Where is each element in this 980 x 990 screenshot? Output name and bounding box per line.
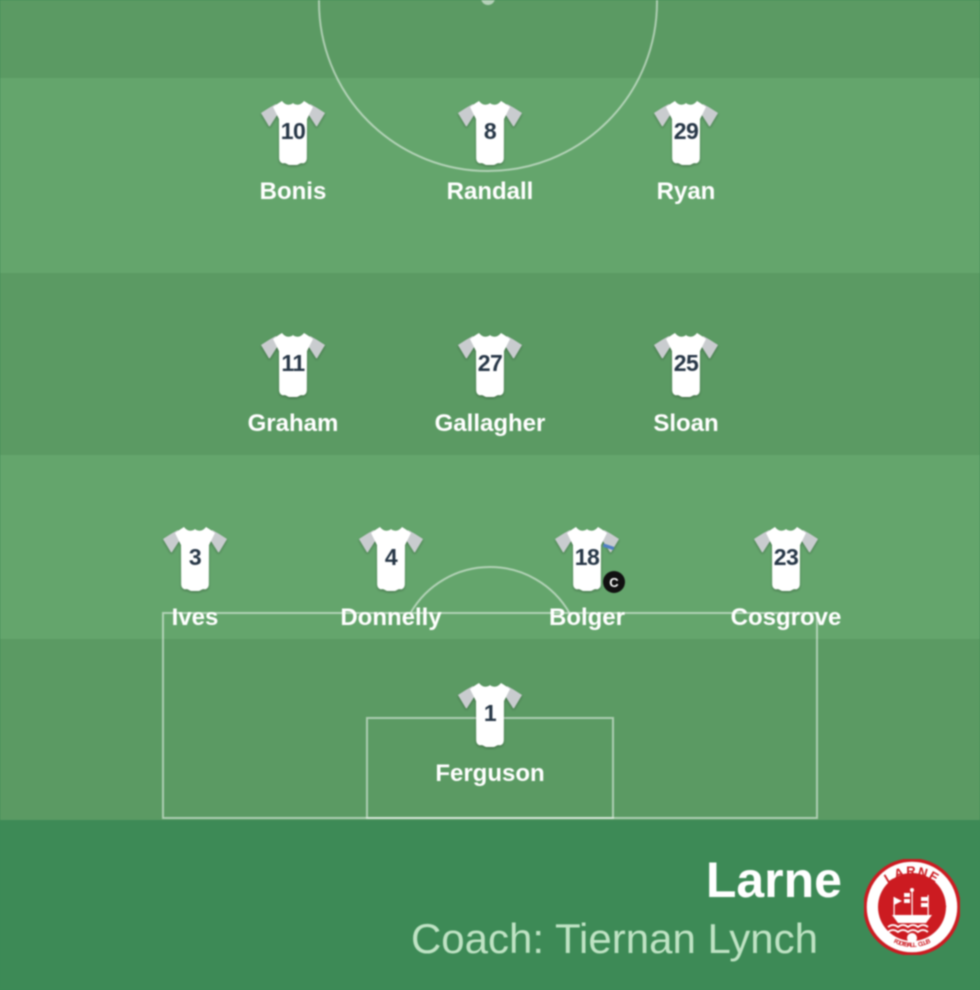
- svg-text:L: L: [913, 942, 918, 949]
- svg-text:**: **: [941, 905, 947, 912]
- svg-text:*: *: [879, 905, 882, 912]
